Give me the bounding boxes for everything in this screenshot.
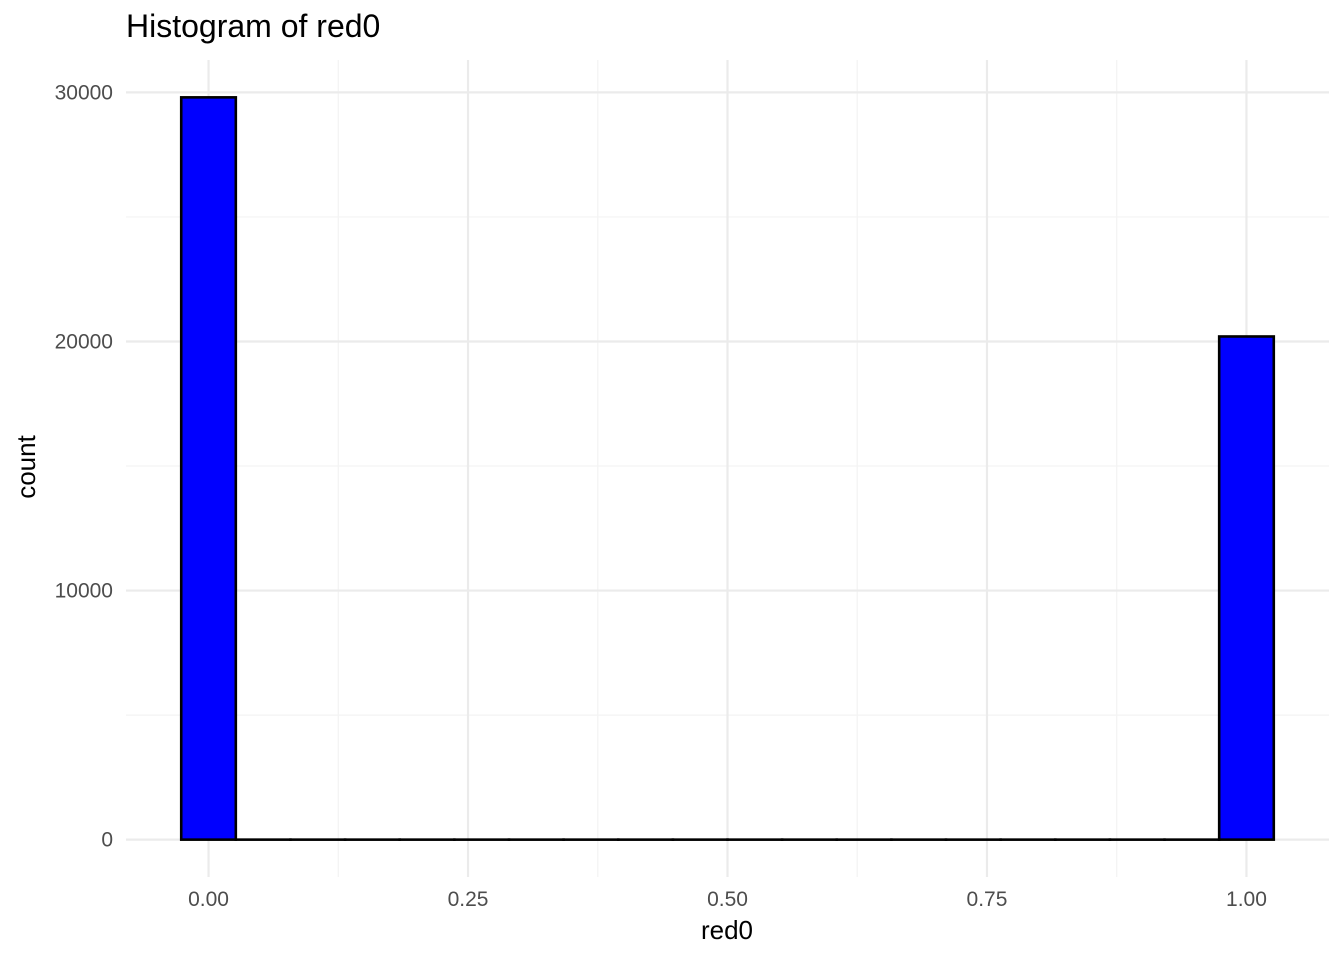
histogram-bar [179, 96, 238, 841]
y-tick-labels: 0 10000 20000 30000 [55, 81, 113, 851]
x-tick-label: 0.00 [188, 888, 229, 911]
y-tick-label: 10000 [55, 580, 113, 603]
x-tick-label: 0.75 [967, 888, 1008, 911]
chart-title: Histogram of red0 [126, 8, 380, 44]
y-tick-label: 30000 [55, 81, 113, 104]
y-tick-label: 0 [101, 829, 113, 852]
grid-lines [126, 60, 1329, 877]
y-tick-label: 20000 [55, 330, 113, 353]
bars [179, 96, 1276, 841]
x-tick-label: 0.50 [707, 888, 748, 911]
x-tick-label: 1.00 [1226, 888, 1267, 911]
y-axis-title: count [11, 434, 41, 498]
x-tick-label: 0.25 [448, 888, 489, 911]
histogram-bar [1217, 335, 1276, 841]
x-axis-title: red0 [701, 915, 753, 945]
x-tick-labels: 0.00 0.25 0.50 0.75 1.00 [188, 888, 1267, 911]
